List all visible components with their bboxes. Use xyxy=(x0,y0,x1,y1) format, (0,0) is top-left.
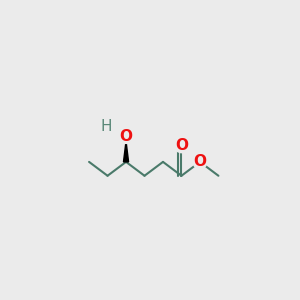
Text: H: H xyxy=(100,119,112,134)
Circle shape xyxy=(119,130,133,143)
Circle shape xyxy=(193,155,207,169)
Polygon shape xyxy=(124,141,129,162)
Text: O: O xyxy=(175,138,188,153)
Text: O: O xyxy=(194,154,206,169)
Text: O: O xyxy=(119,129,133,144)
Circle shape xyxy=(175,139,188,153)
